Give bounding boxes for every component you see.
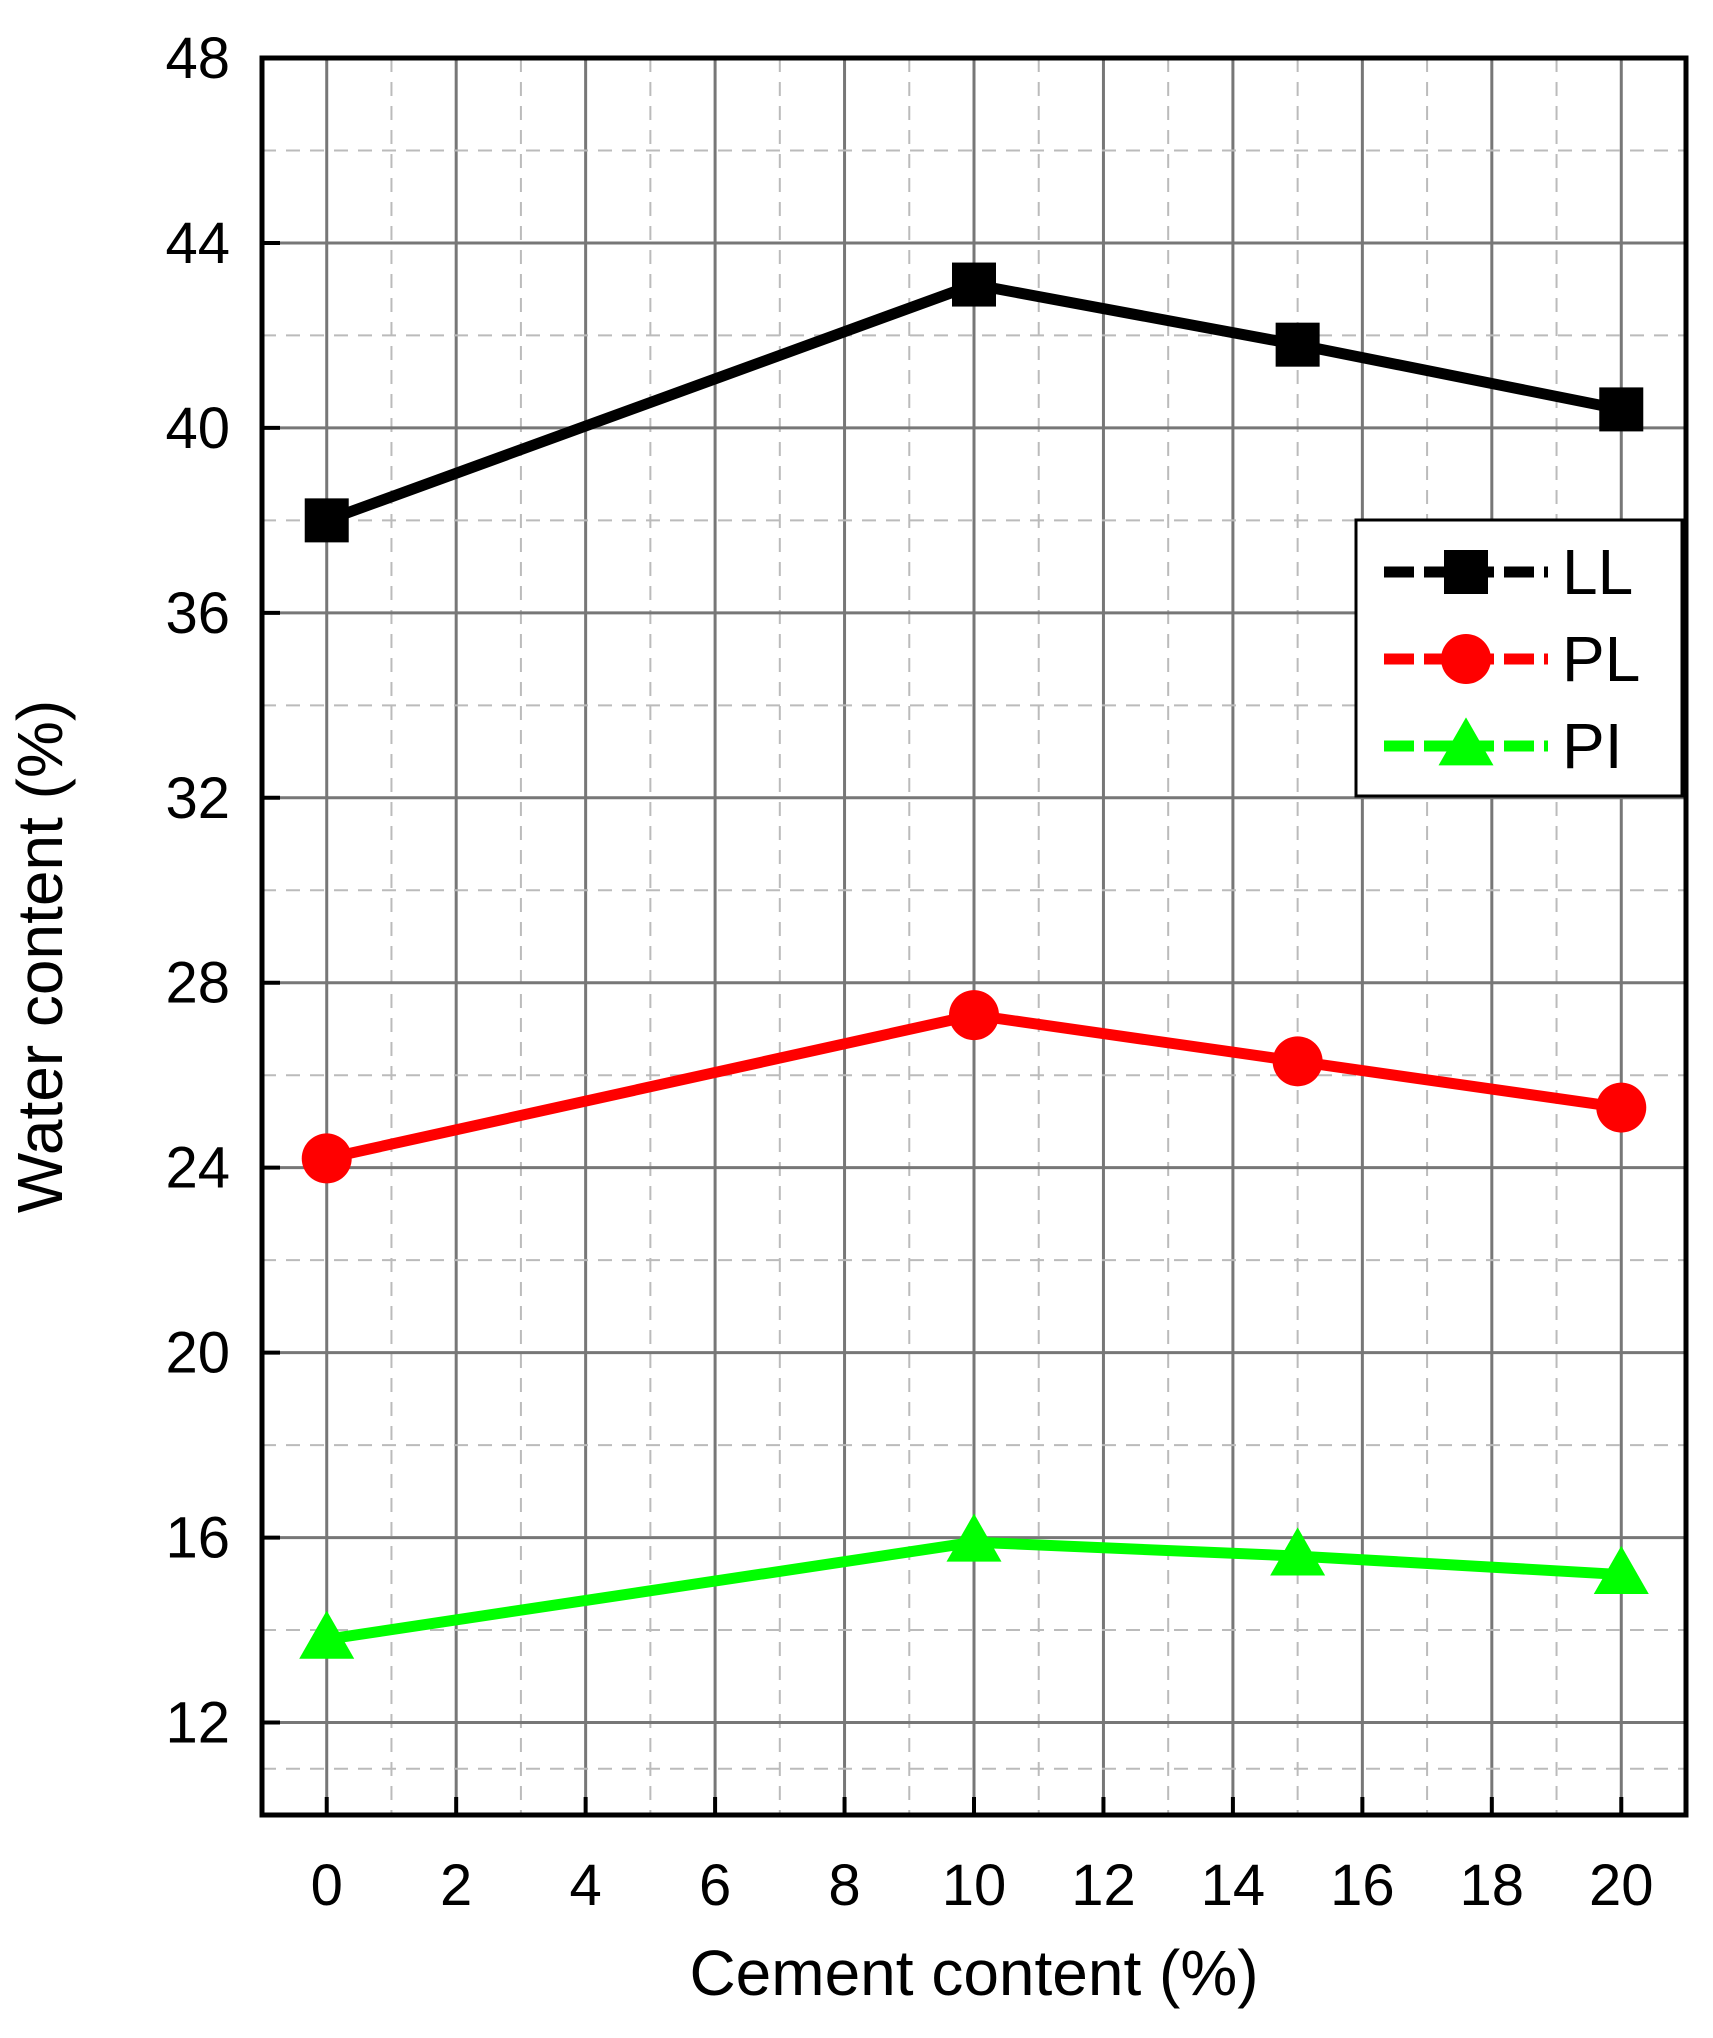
y-tick-label: 16 <box>165 1506 230 1571</box>
legend-label: LL <box>1562 536 1633 608</box>
legend-marker <box>1441 634 1491 684</box>
x-tick-label: 20 <box>1589 1853 1654 1918</box>
y-tick-label: 36 <box>165 581 230 646</box>
data-point-ll <box>304 498 349 543</box>
data-point-pi <box>1270 1527 1326 1576</box>
y-tick-label: 24 <box>165 1136 230 1201</box>
legend-entry-ll: LL <box>1384 536 1633 608</box>
data-point-ll <box>1275 322 1320 367</box>
x-tick-label: 4 <box>570 1853 602 1918</box>
data-point-pi <box>946 1513 1002 1562</box>
series-line-pi <box>325 1536 1622 1645</box>
y-tick-label: 44 <box>165 211 230 276</box>
y-tick-label: 28 <box>165 951 230 1016</box>
data-point-pi <box>1593 1545 1649 1594</box>
x-axis-title: Cement content (%) <box>689 1937 1258 2009</box>
series-line-ll <box>324 279 1623 526</box>
data-point-pl <box>1272 1036 1323 1087</box>
legend-marker <box>1438 717 1494 766</box>
y-tick-label: 40 <box>165 396 230 461</box>
data-point-pl <box>301 1133 352 1184</box>
y-tick-label: 12 <box>165 1691 230 1756</box>
data-point-pi <box>299 1610 355 1659</box>
data-point-ll <box>1599 387 1644 432</box>
series-ll <box>304 262 1644 543</box>
data-point-pl <box>1596 1082 1647 1133</box>
x-tick-label: 12 <box>1071 1853 1136 1918</box>
x-tick-label: 10 <box>942 1853 1007 1918</box>
data-point-ll <box>952 262 996 307</box>
legend-label: PI <box>1562 710 1622 782</box>
legend-marker <box>1444 550 1488 594</box>
legend: LL PL PI <box>1354 518 1684 798</box>
y-axis-title: Water content (%) <box>4 700 76 1213</box>
x-tick-label: 14 <box>1201 1853 1266 1918</box>
y-tick-label: 20 <box>165 1321 230 1386</box>
x-tick-label: 16 <box>1330 1853 1395 1918</box>
x-tick-label: 6 <box>699 1853 731 1918</box>
y-tick-label: 48 <box>165 26 230 91</box>
x-tick-label: 2 <box>440 1853 472 1918</box>
x-tick-label: 0 <box>311 1853 343 1918</box>
data-point-pl <box>949 990 999 1041</box>
series-line-pl <box>325 1009 1623 1164</box>
legend-entry-pl: PL <box>1384 623 1640 695</box>
legend-label: PL <box>1562 623 1640 695</box>
series-pl <box>301 990 1647 1184</box>
y-tick-label: 32 <box>165 766 230 831</box>
x-tick-label: 18 <box>1460 1853 1525 1918</box>
series-layer <box>299 262 1649 1659</box>
x-tick-label: 8 <box>828 1853 860 1918</box>
series-pi <box>299 1513 1649 1659</box>
legend-entry-pi: PI <box>1384 710 1622 782</box>
